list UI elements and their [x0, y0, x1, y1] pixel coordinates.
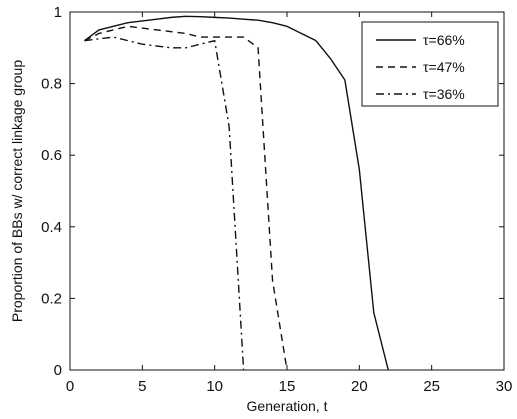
x-tick-label: 30	[496, 378, 513, 395]
x-tick-label: 5	[138, 378, 146, 395]
series-line-3	[84, 36, 245, 371]
y-tick-label: 0.4	[41, 219, 62, 236]
legend-label-series-2: τ=47%	[423, 59, 465, 75]
x-axis: 0 5 10 15 20 25 30	[66, 12, 513, 395]
x-tick-label: 20	[351, 378, 368, 395]
legend-label-series-3: τ=36%	[423, 86, 465, 102]
y-axis-label: Proportion of BBs w/ correct linkage gro…	[9, 60, 25, 322]
series-layer	[84, 15, 389, 371]
x-tick-label: 15	[279, 378, 296, 395]
x-axis-label: Generation, t	[247, 398, 328, 414]
y-tick-label: 0.6	[41, 147, 62, 164]
y-tick-label: 1	[54, 4, 62, 21]
x-tick-label: 10	[206, 378, 223, 395]
y-tick-label: 0.8	[41, 76, 62, 93]
legend-box	[361, 21, 499, 107]
y-axis: 0 0.2 0.4 0.6 0.8 1	[41, 4, 504, 379]
x-tick-label: 25	[423, 378, 440, 395]
series-line-1	[84, 15, 389, 371]
x-tick-label: 0	[66, 378, 74, 395]
legend: τ=66% τ=47% τ=36%	[361, 21, 499, 107]
y-tick-label: 0	[54, 362, 62, 379]
y-tick-label: 0.2	[41, 290, 62, 307]
series-line-2	[84, 25, 288, 371]
legend-label-series-1: τ=66%	[423, 32, 465, 48]
